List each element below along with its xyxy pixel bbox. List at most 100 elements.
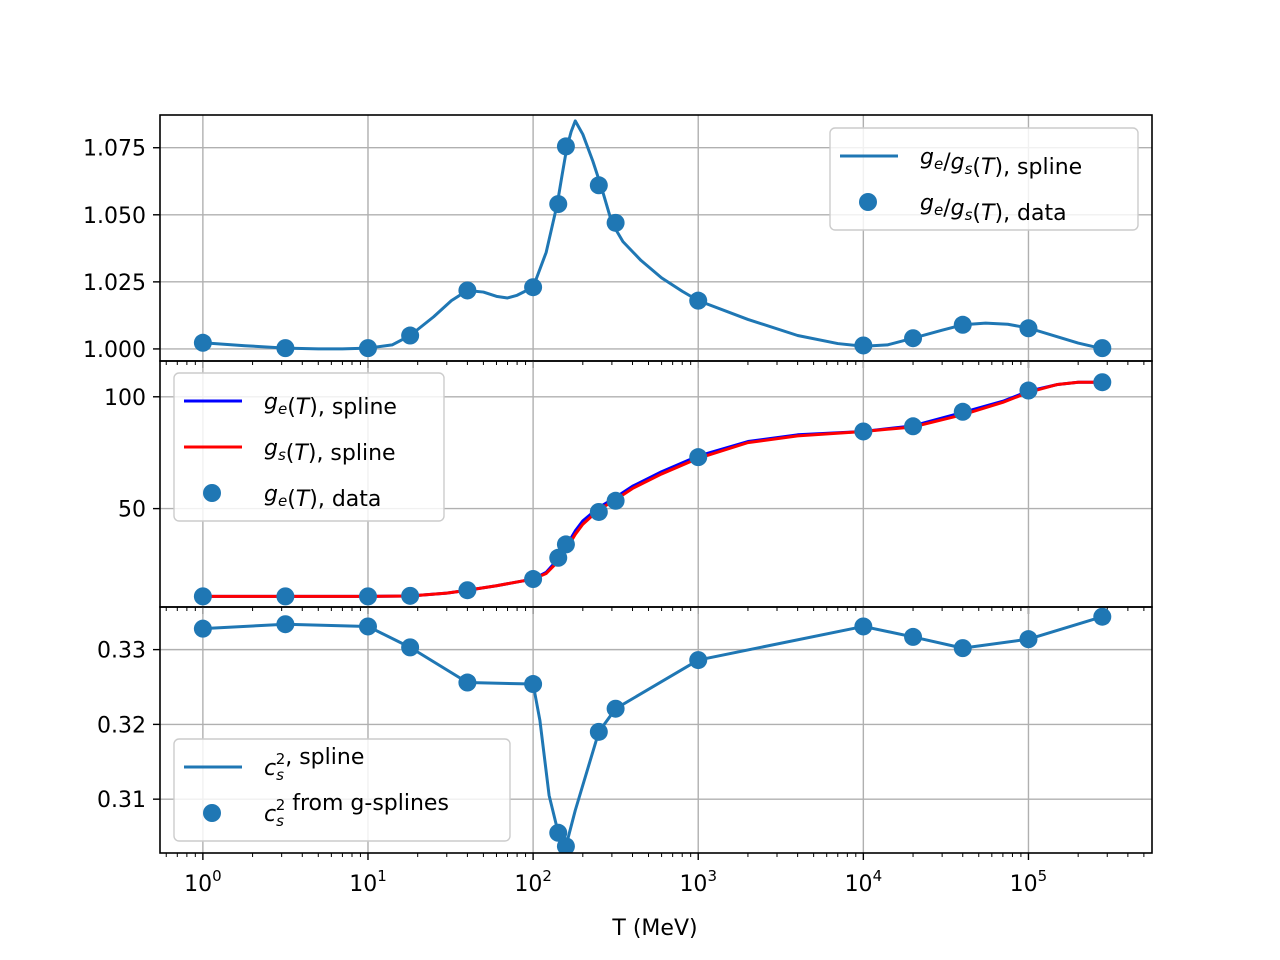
y-tick-label: 1.050 <box>83 204 146 229</box>
tick-exponent: 0 <box>212 867 222 885</box>
y-tick-label: 100 <box>104 386 146 411</box>
legend-label-part: T <box>294 441 309 466</box>
legend-label-suffix: , spline <box>285 745 364 770</box>
legend-label-part: ) <box>309 487 318 512</box>
data-point <box>606 491 625 510</box>
data-point <box>276 587 295 606</box>
legend-label-part: ) <box>994 155 1003 180</box>
legend-label: gs(T), spline <box>264 436 396 466</box>
subscript: e <box>278 400 287 418</box>
legend-label-part: g <box>920 191 934 216</box>
tick-exponent: 1 <box>377 867 387 885</box>
data-point <box>904 329 923 348</box>
subscript: s <box>965 160 973 178</box>
data-point <box>606 699 625 718</box>
legend-label-suffix: , spline <box>318 395 397 420</box>
legend-label-part: ) <box>309 395 318 420</box>
legend-entry: cs2, spline <box>184 745 364 784</box>
y-tick-label: 0.31 <box>97 788 146 813</box>
legend-label-part: ( <box>972 201 981 226</box>
legend-label-part: g <box>951 150 965 175</box>
data-point <box>1019 630 1038 649</box>
legend-marker-swatch <box>859 193 877 211</box>
tick-exponent: 5 <box>1038 867 1048 885</box>
tick-base: 10 <box>349 872 377 897</box>
y-axis: 1.000 1.025 1.050 1.075 <box>83 137 160 363</box>
y-tick-label: 0.33 <box>97 639 146 664</box>
x-tick-label: 103 <box>679 867 717 897</box>
data-point <box>589 722 608 741</box>
legend-label-part: ) <box>308 441 317 466</box>
tick-base: 10 <box>679 872 707 897</box>
data-point <box>904 627 923 646</box>
subscript: e <box>278 492 287 510</box>
x-tick-label: 102 <box>514 867 552 897</box>
legend-label: cs2, spline <box>264 745 364 784</box>
x-axis-title: T (MeV) <box>611 916 697 941</box>
legend-entry: ge(T), data <box>203 482 381 512</box>
data-point <box>589 502 608 521</box>
data-point <box>589 176 608 195</box>
legend-label: ge/gs(T), spline <box>920 145 1082 180</box>
legend-label-part: T <box>981 201 996 226</box>
legend-label-suffix: , data <box>1003 201 1067 226</box>
data-point <box>904 417 923 436</box>
y-tick-label: 50 <box>118 498 146 523</box>
legend-label-part: ) <box>994 201 1003 226</box>
data-point <box>953 315 972 334</box>
tick-base: 10 <box>514 872 542 897</box>
data-point <box>401 638 420 657</box>
data-point <box>549 195 568 214</box>
subscript: e <box>934 155 943 173</box>
y-tick-label: 1.025 <box>83 271 146 296</box>
data-point <box>193 619 212 638</box>
x-tick-label: 101 <box>349 867 387 897</box>
legend-label-part: g <box>920 145 934 170</box>
data-point <box>458 581 477 600</box>
data-point <box>689 651 708 670</box>
legend-label-part: ( <box>972 155 981 180</box>
subscript: s <box>276 812 284 830</box>
data-point <box>689 448 708 467</box>
data-point <box>458 281 477 300</box>
data-point <box>358 339 377 358</box>
data-point <box>193 587 212 606</box>
x-tick-labels: 100 101 102 103 104 105 <box>184 867 1047 897</box>
legend-label-part: ( <box>287 395 296 420</box>
data-point <box>401 326 420 345</box>
legend-label-part: T <box>981 155 996 180</box>
x-tick-label: 100 <box>184 867 222 897</box>
legend-label-suffix: , data <box>318 487 382 512</box>
data-point <box>1019 319 1038 338</box>
data-point <box>1093 339 1112 358</box>
data-point <box>458 673 477 692</box>
data-point <box>1093 607 1112 626</box>
tick-base: 10 <box>184 872 212 897</box>
data-point <box>556 837 575 853</box>
data-point <box>854 617 873 636</box>
legend-label-part: g <box>264 482 278 507</box>
y-tick-label: 1.075 <box>83 137 146 162</box>
legend-entry: gs(T), spline <box>184 436 396 466</box>
data-point <box>524 675 543 694</box>
legend-label-part: g <box>951 196 965 221</box>
legend-label-suffix: , spline <box>1003 155 1082 180</box>
legend-label-part: ( <box>287 487 296 512</box>
plot-area <box>193 607 1112 853</box>
x-tick-label: 104 <box>845 867 883 897</box>
legend-entry: ge(T), spline <box>184 390 397 420</box>
legend-label-part: ( <box>286 441 295 466</box>
subscript: s <box>278 446 286 464</box>
data-point <box>854 422 873 441</box>
data-point <box>953 639 972 658</box>
data-point <box>549 823 568 842</box>
legend-entry: ge/gs(T), spline <box>840 145 1082 180</box>
data-point <box>401 586 420 605</box>
legend-label: cs2 from g-splines <box>264 791 449 830</box>
legend-box <box>173 738 511 842</box>
legend-marker-swatch <box>203 484 221 502</box>
